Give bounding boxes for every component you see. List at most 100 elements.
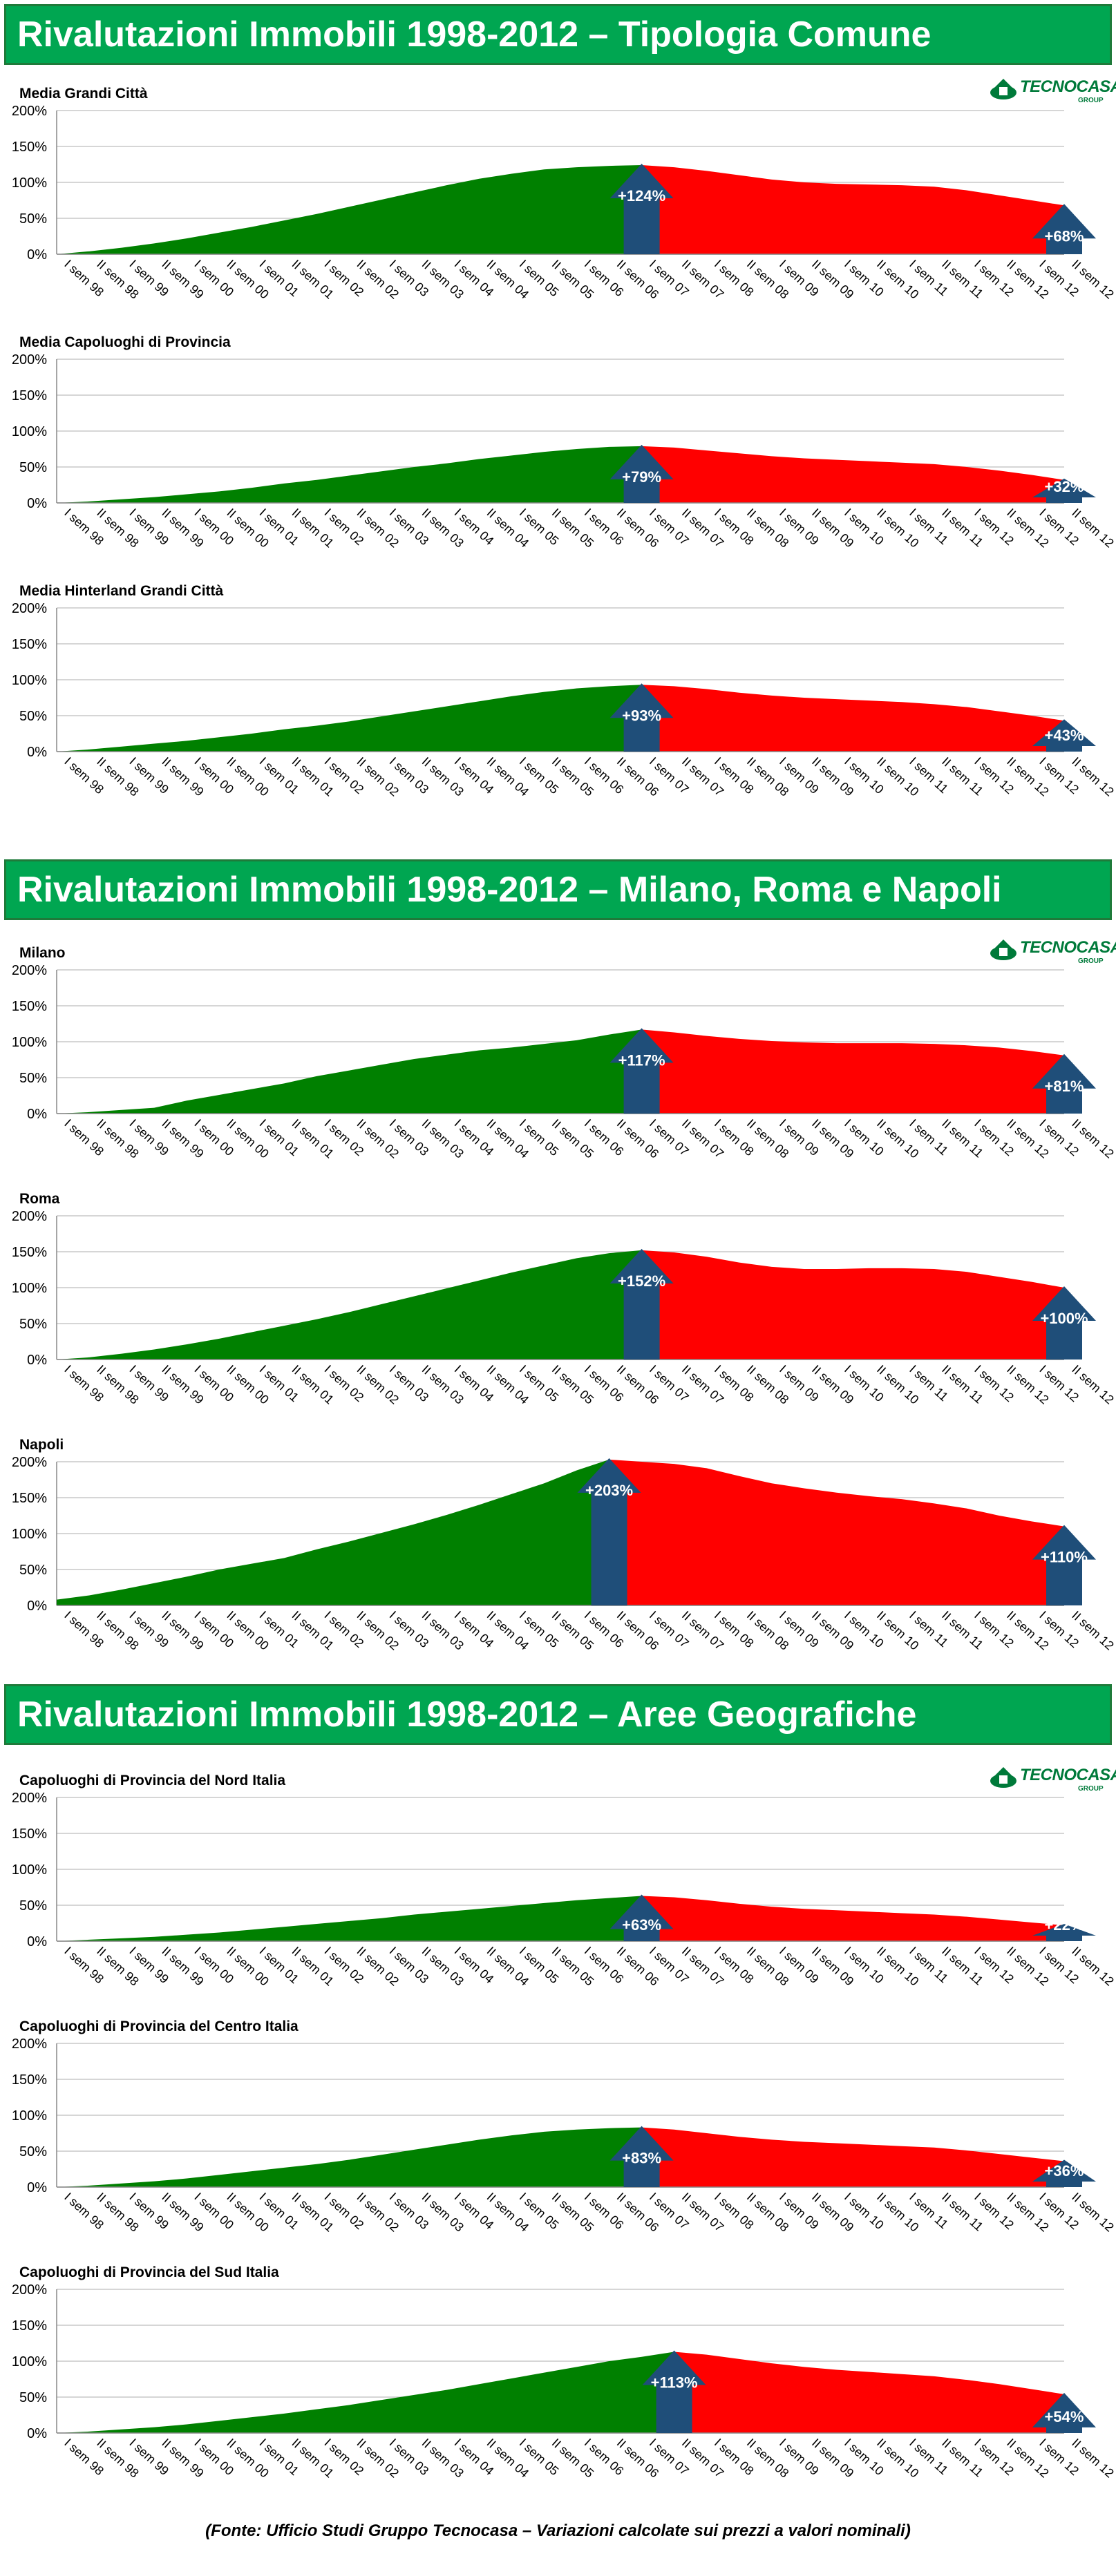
y-tick-label: 50% bbox=[19, 211, 47, 227]
chart-centro-italia: Capoluoghi di Provincia del Centro Itali… bbox=[0, 2014, 1116, 2249]
y-tick-label: 100% bbox=[12, 175, 47, 191]
y-tick-label: 100% bbox=[12, 1281, 47, 1296]
end-change-label: +100% bbox=[1040, 1310, 1088, 1327]
rise-area bbox=[57, 1029, 642, 1114]
end-change-label: +22% bbox=[1045, 1916, 1084, 1934]
end-change-label: +36% bbox=[1045, 2162, 1084, 2179]
fall-area bbox=[641, 2127, 1064, 2187]
rise-area bbox=[57, 446, 642, 503]
chart-title: Media Grandi Città bbox=[19, 86, 148, 102]
rise-area bbox=[57, 2127, 642, 2187]
rise-area bbox=[57, 2351, 674, 2433]
chart-roma: Roma 0% 50% 100% 150% 200% +152% +100% I sem 98 I… bbox=[0, 1187, 1116, 1422]
y-tick-label: 200% bbox=[12, 1455, 47, 1470]
chart-media-capoluoghi: Media Capoluoghi di Provincia 0% 50% 100% 15… bbox=[0, 330, 1116, 565]
end-change-arrow bbox=[1032, 2159, 1096, 2187]
y-tick-label: 200% bbox=[12, 104, 47, 119]
end-change-arrow bbox=[1032, 719, 1096, 752]
fall-area bbox=[641, 685, 1064, 752]
end-change-label: +110% bbox=[1041, 1549, 1088, 1566]
y-tick-label: 200% bbox=[12, 601, 47, 616]
y-tick-label: 0% bbox=[27, 2426, 47, 2441]
tecnocasa-logo: TECNOCASA GROUP bbox=[990, 935, 1116, 969]
y-tick-label: 50% bbox=[19, 1563, 47, 1578]
rise-area bbox=[57, 685, 642, 752]
x-tick-label: II sem 12 bbox=[1069, 506, 1116, 550]
fall-area bbox=[641, 1029, 1064, 1114]
logo-name: TECNOCASA bbox=[1020, 1766, 1116, 1784]
end-change-arrow bbox=[1032, 1924, 1096, 1941]
y-tick-label: 200% bbox=[12, 2282, 47, 2298]
y-tick-label: 0% bbox=[27, 1934, 47, 1949]
peak-change-arrow bbox=[609, 164, 674, 254]
peak-change-label: +83% bbox=[622, 2150, 661, 2167]
y-tick-label: 200% bbox=[12, 1791, 47, 1806]
peak-change-arrow bbox=[609, 2126, 674, 2187]
end-change-label: +32% bbox=[1045, 478, 1084, 495]
section-banner-citta: Rivalutazioni Immobili 1998-2012 – Milan… bbox=[4, 859, 1112, 920]
y-tick-label: 100% bbox=[12, 673, 47, 688]
peak-change-arrow bbox=[609, 1028, 674, 1114]
tecnocasa-logo: TECNOCASA GROUP bbox=[990, 75, 1116, 108]
section-banner-aree: Rivalutazioni Immobili 1998-2012 – Aree … bbox=[4, 1684, 1112, 1745]
x-tick-label: II sem 12 bbox=[1069, 257, 1116, 301]
end-change-label: +54% bbox=[1045, 2408, 1084, 2425]
rise-area bbox=[57, 165, 642, 254]
y-tick-label: 200% bbox=[12, 963, 47, 978]
y-tick-label: 150% bbox=[12, 388, 47, 403]
peak-change-label: +79% bbox=[622, 468, 661, 486]
end-change-label: +43% bbox=[1045, 727, 1084, 744]
y-tick-label: 150% bbox=[12, 1245, 47, 1260]
y-tick-label: 50% bbox=[19, 460, 47, 475]
chart-title: Capoluoghi di Provincia del Centro Itali… bbox=[19, 2019, 299, 2034]
tecnocasa-house-icon bbox=[990, 1767, 1016, 1788]
y-tick-label: 150% bbox=[12, 1826, 47, 1842]
y-tick-label: 100% bbox=[12, 1862, 47, 1878]
peak-change-label: +117% bbox=[618, 1051, 665, 1069]
peak-change-arrow bbox=[609, 1248, 674, 1359]
chart-nord-italia: Capoluoghi di Provincia del Nord Italia 0… bbox=[0, 1768, 1116, 2003]
logo-sub: GROUP bbox=[1078, 957, 1104, 965]
chart-title: Napoli bbox=[19, 1437, 64, 1453]
rise-area bbox=[57, 1250, 642, 1359]
rise-area bbox=[57, 1896, 642, 1941]
y-tick-label: 150% bbox=[12, 2072, 47, 2088]
peak-change-label: +124% bbox=[618, 187, 665, 204]
y-tick-label: 50% bbox=[19, 2144, 47, 2159]
peak-change-label: +203% bbox=[585, 1482, 633, 1499]
section-banner-tipologia: Rivalutazioni Immobili 1998-2012 – Tipol… bbox=[4, 4, 1112, 65]
y-tick-label: 0% bbox=[27, 496, 47, 511]
x-tick-label: II sem 12 bbox=[1069, 2436, 1116, 2480]
fall-area bbox=[641, 446, 1064, 503]
end-change-label: +68% bbox=[1045, 227, 1084, 245]
chart-title: Capoluoghi di Provincia del Sud Italia bbox=[19, 2264, 279, 2280]
y-tick-label: 200% bbox=[12, 352, 47, 368]
tecnocasa-house-icon bbox=[990, 939, 1016, 960]
peak-change-label: +152% bbox=[618, 1272, 665, 1290]
peak-change-arrow bbox=[609, 683, 674, 752]
end-change-arrow bbox=[1032, 1053, 1096, 1114]
y-tick-label: 50% bbox=[19, 1071, 47, 1086]
y-tick-label: 150% bbox=[12, 637, 47, 652]
peak-change-label: +93% bbox=[622, 707, 661, 724]
y-tick-label: 50% bbox=[19, 2390, 47, 2405]
y-tick-label: 200% bbox=[12, 2036, 47, 2052]
logo-name: TECNOCASA bbox=[1020, 77, 1116, 96]
chart-title: Media Capoluoghi di Provincia bbox=[19, 334, 231, 350]
y-tick-label: 100% bbox=[12, 1527, 47, 1542]
end-change-arrow bbox=[1032, 478, 1096, 503]
x-tick-label: II sem 12 bbox=[1069, 1362, 1116, 1406]
chart-title: Capoluoghi di Provincia del Nord Italia bbox=[19, 1773, 286, 1788]
peak-change-arrow bbox=[609, 444, 674, 503]
y-tick-label: 50% bbox=[19, 1898, 47, 1914]
x-tick-label: II sem 12 bbox=[1069, 1608, 1116, 1652]
peak-change-label: +113% bbox=[651, 2374, 698, 2391]
end-change-label: +81% bbox=[1045, 1078, 1084, 1095]
